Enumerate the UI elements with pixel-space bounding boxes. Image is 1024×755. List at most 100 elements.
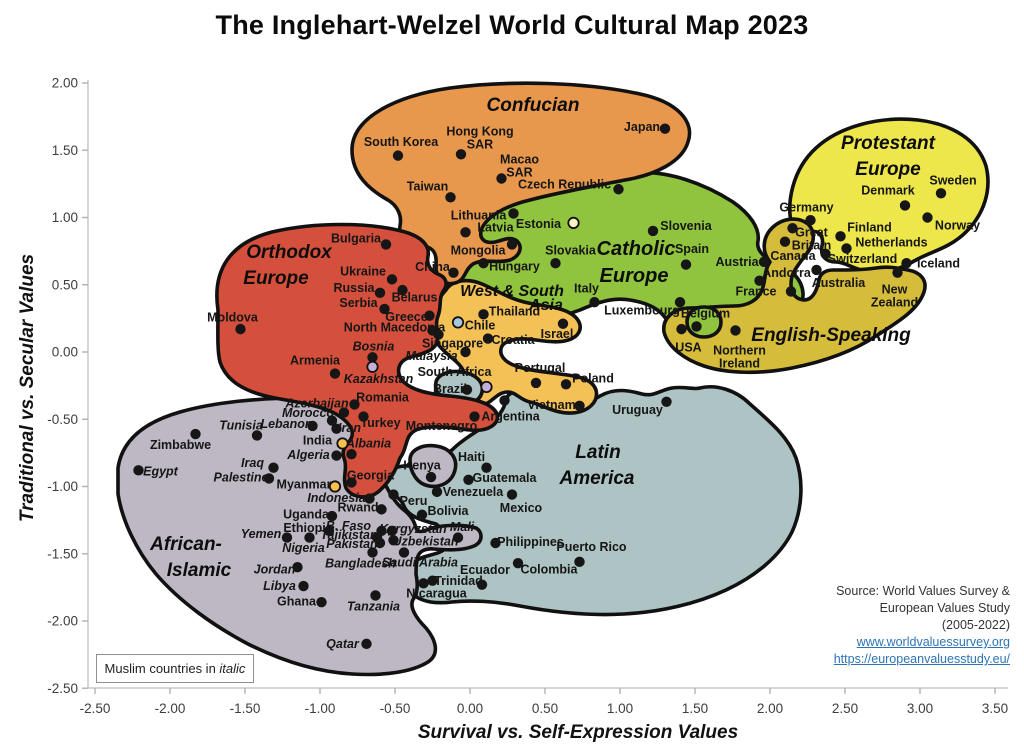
country-dot-croatia [482,333,494,344]
country-dot-argentina [499,395,510,406]
country-dot-lithuania [508,208,519,219]
country-label-great-britain: Great Britain [792,225,832,252]
country-label-south-africa: South Africa [418,365,493,379]
region-label-wsa: Asia [528,297,563,314]
country-dot-indonesia [364,493,375,504]
country-dot-qatar [361,638,372,650]
country-label-belarus: Belarus [392,290,438,304]
country-dot-mexico [506,489,518,500]
country-dot-australia [811,264,822,276]
country-label-argentina: Argentina [481,410,540,424]
country-dot-czech-republic [613,184,624,195]
country-label-singapore: Singapore [422,337,483,351]
country-label-macao-sar: Macao SAR [500,152,539,179]
country-dot-hong-kong-sar [455,149,467,160]
x-tick-label: 0.00 [457,701,483,716]
country-label-philippines: Philippines [497,535,564,549]
country-dot-nicaragua [418,578,429,589]
country-label-montenegro: Montenegro [406,419,478,433]
country-label-usa: USA [675,340,701,354]
evs-link[interactable]: https://europeanvaluesstudy.eu/ [833,652,1010,666]
country-label-egypt: Egypt [143,465,179,479]
country-dot-kenya [425,471,437,483]
country-dot-bangladesh [367,547,378,558]
source-line: European Values Study [879,601,1010,615]
country-dot-rwanda [376,504,387,515]
country-label-kyrgyzstan: Kyrgyzstan [379,522,447,536]
country-dot-spain [680,259,692,270]
country-label-hungary: Hungary [489,259,540,273]
country-dot-iran [331,423,342,434]
country-label-new-zealand: New Zealand [871,283,918,310]
y-tick-label: -0.50 [47,412,78,427]
country-label-algeria: Algeria [286,448,329,462]
country-dot-armenia [329,368,341,379]
country-label-iceland: Iceland [917,256,960,270]
country-dot-kazakhstan [366,360,379,373]
country-dot-hungary [478,258,489,269]
country-label-nigeria: Nigeria [282,541,324,555]
wvs-link[interactable]: www.worldvaluessurvey.org [856,635,1010,649]
country-dot-palestine [263,473,275,484]
country-dot-northern-ireland [730,325,741,336]
country-label-puerto-rico: Puerto Rico [556,540,627,554]
y-tick-label: 1.00 [52,210,78,225]
country-label-ecuador: Ecuador [460,563,510,577]
country-label-ethiopia: Ethiopia [283,521,333,535]
country-label-brazil: Brazil [433,382,467,396]
country-dot-sweden [935,188,947,199]
country-dot-singapore [433,329,444,340]
country-dot-morocco [326,415,338,426]
country-label-tajikistan: Tajikistan [320,528,378,542]
region-label-confucian: Confucian [487,95,580,116]
country-label-b-faso: B. Faso [326,519,372,533]
country-dot-libya [298,580,309,592]
region-label-orthodox: Europe [243,268,309,289]
y-tick-label: -1.50 [47,546,78,561]
country-dot-malaysia [460,346,471,358]
country-label-trinidad: Trinidad [434,574,483,588]
country-dot-haiti [481,462,492,473]
country-label-south-korea: South Korea [364,135,439,149]
country-dot-uganda [326,510,338,522]
country-dot-iraq [268,462,279,473]
country-label-latvia: Latvia [477,220,514,234]
country-label-uganda: Uganda [283,507,330,521]
country-dot-germany [805,214,816,226]
country-dot-saudi-arabia [398,547,410,558]
country-dot-mongolia [506,239,518,250]
country-label-mongolia: Mongolia [451,244,507,258]
country-label-albania: Albania [345,436,391,450]
country-label-peru: Peru [400,494,428,508]
country-dot-algeria [331,450,342,461]
source-block: Source: World Values Survey & European V… [834,583,1010,668]
country-label-spain: Spain [675,242,709,256]
country-label-russia: Russia [334,281,376,295]
country-label-norway: Norway [935,219,980,233]
country-dot-france [785,286,797,297]
country-dot-israel [557,318,569,329]
country-label-lebanon: Lebanon [260,417,312,431]
country-label-sweden: Sweden [929,173,976,187]
y-tick-label: 0.00 [52,345,78,360]
country-dot-uzbekistan [388,535,399,546]
x-axis-label: Survival vs. Self-Expression Values [417,722,739,743]
y-tick-label: -2.00 [47,614,78,629]
country-label-france: France [736,285,777,299]
region-label-orthodox: Orthodox [246,242,333,263]
country-label-germany: Germany [779,200,833,214]
country-dot-slovenia [647,225,659,237]
country-label-serbia: Serbia [339,296,378,310]
country-dot-tunisia [251,430,263,441]
country-label-mali: Mali [450,520,475,534]
country-dot-canada [779,236,791,247]
x-tick-label: 0.50 [532,701,558,716]
country-dot-andorra [754,275,765,286]
country-label-morocco: Morocco [282,406,334,420]
region-label-wsa: West & South [460,283,564,300]
country-label-belgium: Belgium [681,307,730,321]
country-dot-peru [388,489,399,500]
country-dot-ukraine [386,274,398,285]
country-label-jordan: Jordan [254,562,296,576]
